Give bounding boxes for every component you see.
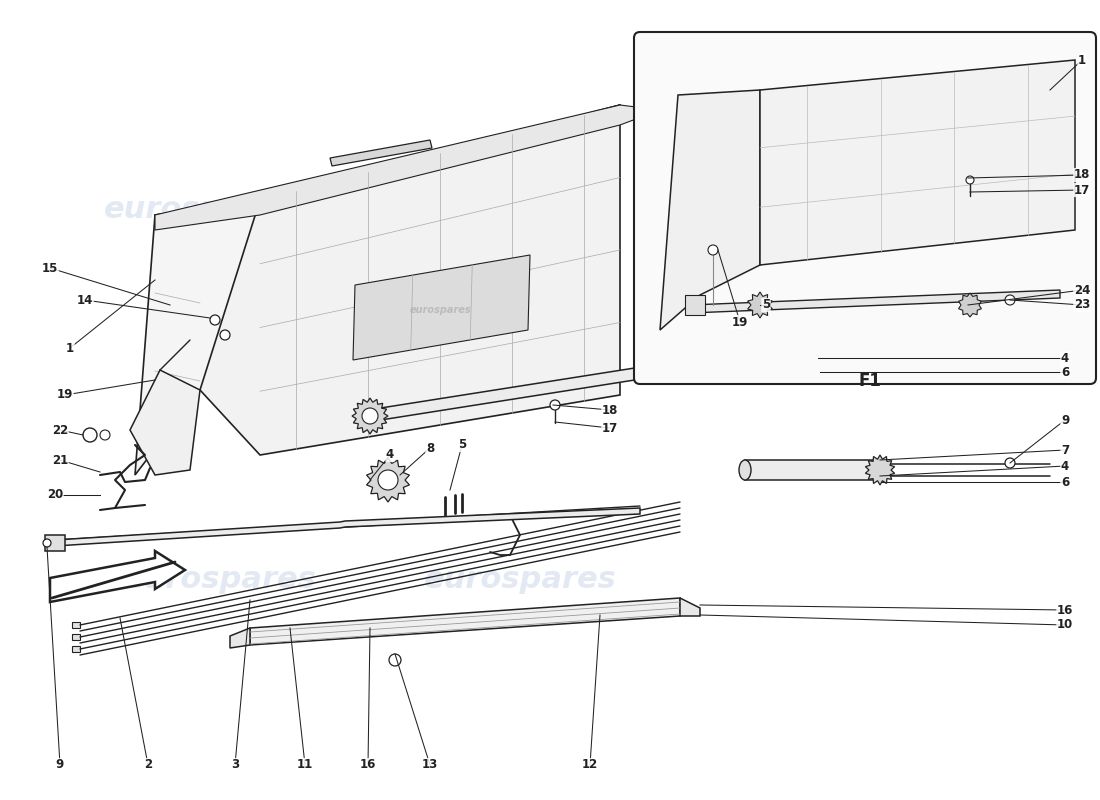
Text: 18: 18 xyxy=(1074,169,1090,182)
Ellipse shape xyxy=(874,460,886,480)
Text: 22: 22 xyxy=(52,423,68,437)
Text: 4: 4 xyxy=(1060,459,1069,473)
Polygon shape xyxy=(352,398,388,434)
Ellipse shape xyxy=(361,410,375,422)
Text: 5: 5 xyxy=(458,438,466,451)
Text: 1: 1 xyxy=(1078,54,1086,66)
Circle shape xyxy=(210,315,220,325)
Text: 8: 8 xyxy=(426,442,434,454)
Polygon shape xyxy=(353,255,530,360)
Text: F1: F1 xyxy=(859,372,881,390)
Polygon shape xyxy=(55,508,640,546)
Polygon shape xyxy=(330,140,432,166)
Text: 2: 2 xyxy=(144,758,152,771)
Polygon shape xyxy=(50,551,185,602)
Polygon shape xyxy=(200,105,620,455)
Polygon shape xyxy=(745,460,880,480)
Text: 10: 10 xyxy=(1057,618,1074,631)
Polygon shape xyxy=(958,293,981,317)
Polygon shape xyxy=(866,455,894,485)
Text: 3: 3 xyxy=(231,758,239,771)
Text: eurospares: eurospares xyxy=(424,566,616,594)
Circle shape xyxy=(43,539,51,547)
Polygon shape xyxy=(760,60,1075,265)
Text: 5: 5 xyxy=(762,298,770,311)
Circle shape xyxy=(378,470,398,490)
Text: 16: 16 xyxy=(360,758,376,771)
Polygon shape xyxy=(135,200,260,475)
Circle shape xyxy=(1005,295,1015,305)
Text: 16: 16 xyxy=(1057,603,1074,617)
Polygon shape xyxy=(45,535,65,551)
Text: 19: 19 xyxy=(732,315,748,329)
Text: 12: 12 xyxy=(582,758,598,771)
Text: 14: 14 xyxy=(77,294,94,306)
Circle shape xyxy=(389,654,402,666)
Polygon shape xyxy=(155,105,620,225)
Circle shape xyxy=(220,330,230,340)
Polygon shape xyxy=(366,458,409,502)
Text: eurospares: eurospares xyxy=(103,195,296,225)
Polygon shape xyxy=(250,598,680,645)
Polygon shape xyxy=(72,646,80,652)
Polygon shape xyxy=(804,348,832,376)
Circle shape xyxy=(82,428,97,442)
Text: eurospares: eurospares xyxy=(409,305,471,315)
Polygon shape xyxy=(680,598,700,616)
Circle shape xyxy=(550,400,560,410)
Text: eurospares: eurospares xyxy=(404,195,596,225)
Polygon shape xyxy=(685,295,705,315)
Text: 15: 15 xyxy=(42,262,58,274)
Text: 6: 6 xyxy=(1060,366,1069,378)
Polygon shape xyxy=(368,354,870,422)
Polygon shape xyxy=(155,105,660,230)
Text: 11: 11 xyxy=(297,758,313,771)
Text: 9: 9 xyxy=(56,758,64,771)
FancyBboxPatch shape xyxy=(634,32,1096,384)
Text: 6: 6 xyxy=(1060,475,1069,489)
Text: 19: 19 xyxy=(57,389,74,402)
Polygon shape xyxy=(690,290,1060,313)
Text: 17: 17 xyxy=(602,422,618,434)
Polygon shape xyxy=(130,370,200,475)
Polygon shape xyxy=(748,292,772,318)
Text: 4: 4 xyxy=(386,449,394,462)
Text: 21: 21 xyxy=(52,454,68,466)
Circle shape xyxy=(362,408,378,424)
Text: eurospares: eurospares xyxy=(123,566,317,594)
Text: 9: 9 xyxy=(1060,414,1069,426)
Polygon shape xyxy=(230,628,250,648)
Polygon shape xyxy=(72,634,80,640)
Text: 17: 17 xyxy=(1074,183,1090,197)
Text: 23: 23 xyxy=(1074,298,1090,311)
Text: 4: 4 xyxy=(1060,351,1069,365)
Polygon shape xyxy=(72,622,80,628)
Text: 7: 7 xyxy=(1060,443,1069,457)
Circle shape xyxy=(100,430,110,440)
Circle shape xyxy=(966,176,974,184)
Text: 1: 1 xyxy=(66,342,74,354)
Circle shape xyxy=(708,245,718,255)
Polygon shape xyxy=(660,90,760,330)
Circle shape xyxy=(1005,458,1015,468)
Text: 13: 13 xyxy=(422,758,438,771)
Text: 20: 20 xyxy=(47,489,63,502)
Ellipse shape xyxy=(739,460,751,480)
Text: 24: 24 xyxy=(1074,283,1090,297)
Text: 18: 18 xyxy=(602,403,618,417)
